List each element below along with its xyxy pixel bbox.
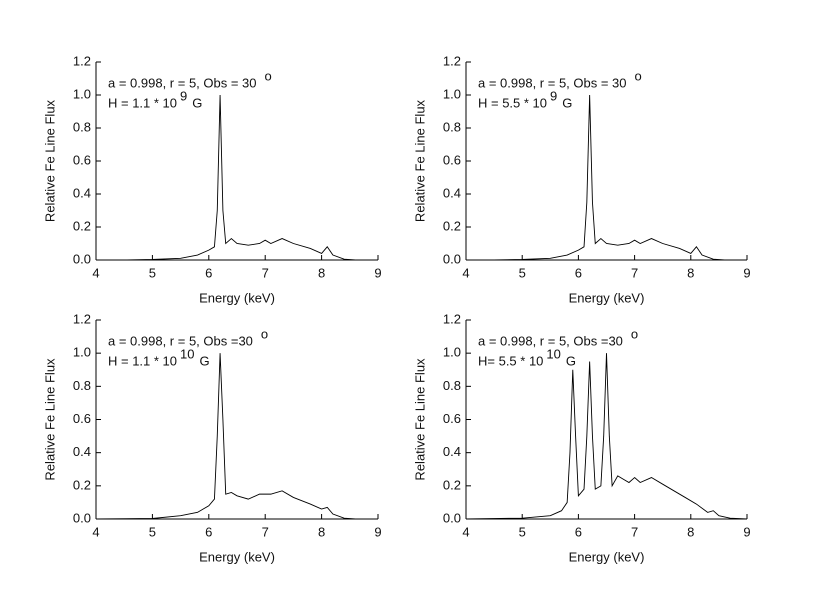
x-tick-label: 5 bbox=[149, 265, 156, 280]
annotation: H = 5.5 * 10 bbox=[478, 95, 547, 110]
y-axis-label: Relative Fe Line Flux bbox=[412, 99, 427, 222]
x-tick-label: 9 bbox=[374, 265, 381, 280]
x-tick-label: 4 bbox=[92, 265, 99, 280]
y-tick-label: 0.6 bbox=[73, 152, 91, 167]
y-tick-label: 0.8 bbox=[443, 378, 461, 393]
y-tick-label: 1.0 bbox=[443, 345, 461, 360]
x-tick-label: 8 bbox=[687, 524, 694, 539]
y-tick-label: 0.0 bbox=[443, 251, 461, 266]
y-tick-label: 1.2 bbox=[443, 311, 461, 326]
y-tick-label: 0.8 bbox=[73, 119, 91, 134]
y-axis-label: Relative Fe Line Flux bbox=[42, 99, 57, 222]
annotation-unit: G bbox=[200, 353, 210, 368]
annotation: a = 0.998, r = 5, Obs = 30 bbox=[478, 75, 627, 90]
y-tick-label: 1.2 bbox=[443, 53, 461, 68]
y-tick-label: 0.0 bbox=[443, 510, 461, 525]
y-tick-label: 0.2 bbox=[443, 477, 461, 492]
annotation-superscript: o bbox=[265, 68, 272, 83]
y-tick-label: 0.2 bbox=[73, 218, 91, 233]
y-tick-label: 0.0 bbox=[73, 251, 91, 266]
annotation-unit: G bbox=[562, 95, 572, 110]
y-tick-label: 1.0 bbox=[443, 86, 461, 101]
y-axis-label: Relative Fe Line Flux bbox=[412, 358, 427, 481]
annotation: H = 1.1 * 10 bbox=[108, 95, 177, 110]
spectrum-line bbox=[465, 353, 748, 520]
x-tick-label: 8 bbox=[318, 265, 325, 280]
spectrum-line bbox=[466, 94, 747, 261]
annotation-superscript: o bbox=[631, 326, 638, 341]
x-tick-label: 6 bbox=[575, 265, 582, 280]
annotation-superscript: 9 bbox=[550, 88, 557, 103]
x-tick-label: 5 bbox=[149, 524, 156, 539]
x-tick-label: 7 bbox=[631, 524, 638, 539]
x-axis-label: Energy (keV) bbox=[199, 549, 275, 564]
y-tick-label: 0.4 bbox=[73, 444, 91, 459]
annotation: H = 1.1 * 10 bbox=[108, 353, 177, 368]
x-axis-label: Energy (keV) bbox=[569, 290, 645, 305]
y-tick-label: 0.4 bbox=[443, 444, 461, 459]
y-tick-label: 1.2 bbox=[73, 53, 91, 68]
x-axis-label: Energy (keV) bbox=[569, 549, 645, 564]
spectrum-line bbox=[96, 94, 378, 261]
annotation-superscript: o bbox=[261, 326, 268, 341]
x-tick-label: 5 bbox=[519, 524, 526, 539]
y-tick-label: 0.8 bbox=[73, 378, 91, 393]
annotation-superscript: 10 bbox=[180, 346, 194, 361]
x-tick-label: 6 bbox=[205, 524, 212, 539]
x-tick-label: 6 bbox=[575, 524, 582, 539]
x-tick-label: 7 bbox=[631, 265, 638, 280]
x-tick-label: 7 bbox=[262, 265, 269, 280]
x-tick-label: 6 bbox=[205, 265, 212, 280]
annotation: H= 5.5 * 10 bbox=[478, 353, 543, 368]
y-tick-label: 0.6 bbox=[443, 411, 461, 426]
annotation-superscript: 9 bbox=[180, 88, 187, 103]
x-tick-label: 8 bbox=[318, 524, 325, 539]
x-tick-label: 5 bbox=[519, 265, 526, 280]
y-tick-label: 0.4 bbox=[73, 185, 91, 200]
annotation: a = 0.998, r = 5, Obs =30 bbox=[108, 333, 253, 348]
x-tick-label: 4 bbox=[462, 265, 469, 280]
y-tick-label: 1.0 bbox=[73, 86, 91, 101]
x-tick-label: 4 bbox=[92, 524, 99, 539]
y-tick-label: 1.2 bbox=[73, 311, 91, 326]
y-tick-label: 0.8 bbox=[443, 119, 461, 134]
annotation-superscript: o bbox=[635, 68, 642, 83]
x-axis-label: Energy (keV) bbox=[199, 290, 275, 305]
x-tick-label: 8 bbox=[687, 265, 694, 280]
y-tick-label: 0.6 bbox=[443, 152, 461, 167]
annotation-unit: G bbox=[192, 95, 202, 110]
y-tick-label: 0.4 bbox=[443, 185, 461, 200]
x-tick-label: 9 bbox=[743, 265, 750, 280]
y-tick-label: 0.0 bbox=[73, 510, 91, 525]
y-tick-label: 0.6 bbox=[73, 411, 91, 426]
x-tick-label: 7 bbox=[262, 524, 269, 539]
y-tick-label: 0.2 bbox=[443, 218, 461, 233]
y-tick-label: 1.0 bbox=[73, 345, 91, 360]
annotation-unit: G bbox=[566, 353, 576, 368]
x-tick-label: 4 bbox=[462, 524, 469, 539]
x-tick-label: 9 bbox=[743, 524, 750, 539]
spectrum-line bbox=[95, 353, 378, 520]
x-tick-label: 9 bbox=[374, 524, 381, 539]
annotation-superscript: 10 bbox=[546, 346, 560, 361]
y-tick-label: 0.2 bbox=[73, 477, 91, 492]
annotation: a = 0.998, r = 5, Obs = 30 bbox=[108, 75, 257, 90]
annotation: a = 0.998, r = 5, Obs =30 bbox=[478, 333, 623, 348]
y-axis-label: Relative Fe Line Flux bbox=[42, 358, 57, 481]
